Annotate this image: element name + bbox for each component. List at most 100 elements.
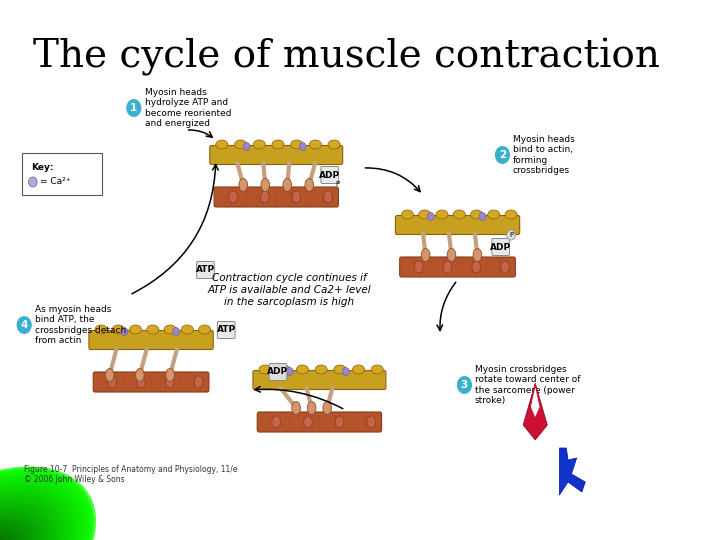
Ellipse shape [372, 365, 383, 374]
Circle shape [125, 98, 143, 118]
Circle shape [173, 327, 179, 335]
FancyBboxPatch shape [492, 239, 510, 255]
Ellipse shape [0, 526, 24, 540]
Ellipse shape [421, 248, 430, 261]
Ellipse shape [261, 179, 269, 192]
Text: ADP: ADP [319, 171, 341, 179]
Ellipse shape [0, 472, 89, 540]
Ellipse shape [307, 402, 316, 415]
Text: ATP: ATP [196, 266, 215, 274]
Circle shape [494, 145, 511, 165]
Ellipse shape [0, 483, 76, 540]
Text: 3: 3 [461, 380, 468, 390]
FancyBboxPatch shape [257, 412, 382, 432]
FancyBboxPatch shape [217, 321, 235, 339]
Text: 1: 1 [130, 103, 138, 113]
Text: Figure 10-7  Principles of Anatomy and Physiology, 11/e
© 2006 John Wiley & Sons: Figure 10-7 Principles of Anatomy and Ph… [24, 465, 238, 484]
Ellipse shape [297, 365, 308, 374]
Ellipse shape [0, 524, 26, 540]
FancyBboxPatch shape [321, 166, 338, 184]
Text: Myosin heads
hydrolyze ATP and
become reoriented
and energized: Myosin heads hydrolyze ATP and become re… [145, 88, 232, 128]
Ellipse shape [0, 491, 67, 540]
Ellipse shape [0, 481, 78, 540]
Circle shape [479, 213, 486, 220]
Ellipse shape [0, 504, 50, 540]
Ellipse shape [0, 502, 53, 540]
Ellipse shape [194, 376, 203, 388]
FancyBboxPatch shape [400, 257, 516, 277]
Ellipse shape [0, 537, 10, 540]
Ellipse shape [292, 402, 300, 415]
Text: The cycle of muscle contraction: The cycle of muscle contraction [33, 38, 660, 76]
Ellipse shape [130, 325, 142, 334]
Polygon shape [559, 448, 585, 495]
Circle shape [456, 375, 473, 395]
Ellipse shape [0, 508, 46, 540]
Ellipse shape [105, 368, 114, 381]
FancyBboxPatch shape [214, 187, 338, 207]
Text: ADP: ADP [267, 368, 289, 376]
Ellipse shape [315, 365, 327, 374]
FancyBboxPatch shape [253, 370, 386, 389]
Ellipse shape [505, 210, 517, 219]
Text: = Ca²⁺: = Ca²⁺ [40, 178, 71, 186]
Ellipse shape [0, 539, 8, 540]
Ellipse shape [235, 140, 247, 149]
Ellipse shape [419, 210, 431, 219]
Ellipse shape [291, 140, 302, 149]
Ellipse shape [310, 140, 321, 149]
Circle shape [300, 143, 306, 151]
Ellipse shape [0, 468, 94, 540]
Ellipse shape [272, 140, 284, 149]
FancyBboxPatch shape [269, 363, 287, 381]
Ellipse shape [199, 325, 211, 334]
Ellipse shape [402, 210, 413, 219]
Ellipse shape [137, 376, 145, 388]
Ellipse shape [367, 416, 376, 428]
Circle shape [16, 315, 33, 335]
FancyBboxPatch shape [197, 261, 215, 279]
Ellipse shape [0, 523, 28, 540]
Ellipse shape [415, 261, 423, 273]
Ellipse shape [147, 325, 159, 334]
Ellipse shape [487, 210, 500, 219]
Ellipse shape [0, 536, 12, 540]
Ellipse shape [336, 416, 344, 428]
Circle shape [29, 177, 37, 187]
FancyBboxPatch shape [22, 153, 102, 195]
Text: ADP: ADP [490, 242, 511, 252]
Ellipse shape [0, 534, 14, 540]
Ellipse shape [0, 478, 83, 540]
Ellipse shape [0, 489, 69, 540]
Ellipse shape [0, 467, 96, 540]
Ellipse shape [239, 179, 248, 192]
Text: Myosin heads
bind to actin,
forming
crossbridges: Myosin heads bind to actin, forming cros… [513, 135, 575, 175]
Ellipse shape [0, 487, 71, 540]
Ellipse shape [324, 191, 333, 203]
Text: P: P [509, 232, 513, 238]
Text: ATP: ATP [217, 326, 235, 334]
Ellipse shape [436, 210, 448, 219]
Ellipse shape [453, 210, 465, 219]
Text: 4: 4 [20, 320, 28, 330]
Ellipse shape [0, 495, 62, 540]
Ellipse shape [334, 365, 346, 374]
Ellipse shape [473, 248, 482, 261]
FancyBboxPatch shape [89, 330, 213, 349]
Polygon shape [531, 387, 539, 417]
Ellipse shape [0, 509, 44, 540]
Ellipse shape [0, 515, 37, 540]
Text: Key:: Key: [31, 163, 53, 172]
Ellipse shape [259, 365, 271, 374]
Ellipse shape [216, 140, 228, 149]
Ellipse shape [278, 365, 289, 374]
Ellipse shape [0, 498, 58, 540]
Circle shape [287, 368, 293, 375]
Circle shape [507, 230, 516, 240]
Ellipse shape [0, 470, 91, 540]
Ellipse shape [135, 368, 144, 381]
Text: As myosin heads
bind ATP, the
crossbridges detach
from actin: As myosin heads bind ATP, the crossbridg… [35, 305, 126, 345]
Ellipse shape [323, 402, 331, 415]
Ellipse shape [0, 506, 48, 540]
Ellipse shape [112, 325, 125, 334]
